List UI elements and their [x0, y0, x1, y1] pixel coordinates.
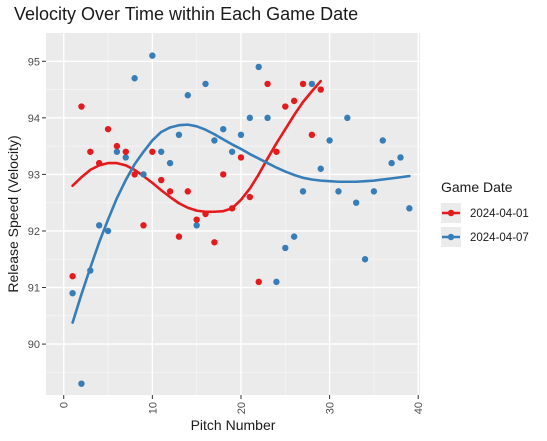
data-point-series-1 [113, 142, 121, 150]
data-point-series-2 [299, 188, 307, 195]
data-point-series-1 [273, 148, 280, 155]
data-point-series-2 [184, 92, 191, 99]
x-axis-title: Pitch Number [191, 417, 276, 433]
data-point-series-1 [290, 97, 298, 105]
data-point-series-1 [220, 171, 227, 178]
data-point-series-1 [95, 159, 103, 167]
data-point-series-2 [255, 63, 262, 71]
legend-key-point [447, 233, 455, 241]
data-point-series-2 [202, 80, 209, 88]
trend-lines [71, 79, 411, 324]
x-tick-label: 30 [325, 402, 337, 414]
y-tick-label: 92 [28, 226, 40, 238]
data-points [69, 52, 413, 387]
x-tick-labels: 0 10 20 30 40 [59, 402, 426, 414]
data-point-series-1 [299, 80, 307, 88]
data-point-series-2 [140, 171, 147, 178]
data-point-series-1 [202, 210, 209, 218]
data-point-series-2 [113, 148, 121, 155]
data-point-series-1 [140, 222, 147, 229]
legend-label: 2024-04-07 [470, 232, 529, 244]
data-point-series-1 [184, 188, 191, 195]
data-point-series-1 [317, 86, 324, 93]
data-point-series-2 [308, 80, 316, 88]
y-tick-label: 95 [28, 56, 40, 68]
data-point-series-1 [69, 273, 76, 280]
data-point-series-2 [370, 188, 378, 195]
data-point-series-2 [131, 75, 138, 82]
data-point-series-2 [282, 244, 289, 252]
y-tick-label: 93 [28, 169, 40, 181]
data-point-series-2 [326, 137, 333, 144]
data-point-series-2 [361, 256, 369, 263]
legend-label: 2024-04-01 [470, 208, 529, 220]
data-point-series-1 [158, 176, 165, 184]
trend-line-series-2 [71, 123, 411, 324]
data-point-series-2 [237, 131, 245, 139]
x-tick-label: 20 [236, 402, 248, 414]
data-point-series-2 [122, 154, 129, 161]
y-tick-label: 94 [28, 113, 40, 125]
data-point-series-2 [78, 380, 85, 387]
plot-panel [46, 33, 420, 395]
legend-title: Game Date [441, 179, 513, 195]
data-point-series-1 [237, 154, 245, 161]
data-point-series-2 [211, 137, 218, 144]
data-point-series-2 [95, 222, 103, 229]
data-point-series-2 [379, 137, 386, 144]
data-point-series-2 [388, 159, 395, 167]
data-point-series-1 [78, 103, 85, 110]
data-point-series-2 [104, 227, 112, 235]
data-point-series-2 [397, 154, 404, 161]
data-point-series-2 [149, 52, 156, 59]
data-point-series-1 [122, 148, 129, 155]
data-point-series-2 [166, 159, 174, 167]
data-point-series-1 [166, 188, 174, 195]
data-point-series-1 [131, 171, 138, 178]
data-point-series-2 [69, 289, 76, 297]
data-point-series-2 [87, 267, 94, 274]
data-point-series-2 [352, 199, 360, 206]
y-tick-labels: 90 91 92 93 94 95 [28, 56, 40, 351]
y-axis-title: Release Speed (Velocity) [5, 135, 21, 292]
axis-ticks [42, 60, 419, 399]
data-point-series-2 [317, 165, 324, 172]
data-point-series-1 [246, 193, 254, 201]
chart-title: Velocity Over Time within Each Game Date [14, 4, 359, 24]
y-tick-label: 91 [28, 283, 40, 295]
data-point-series-1 [175, 233, 183, 240]
data-point-series-2 [264, 114, 271, 122]
data-point-series-2 [273, 278, 280, 286]
data-point-series-1 [211, 239, 218, 246]
data-point-series-1 [255, 278, 262, 286]
trend-line-series-1 [71, 79, 323, 214]
data-point-series-2 [220, 125, 227, 133]
major-gridlines [46, 33, 420, 395]
data-point-series-2 [335, 188, 342, 195]
data-point-series-1 [308, 131, 316, 139]
data-point-series-1 [264, 80, 271, 88]
data-point-series-1 [228, 205, 236, 212]
data-point-series-2 [158, 148, 165, 155]
legend: Game Date 2024-04-01 2024-04-07 [441, 179, 529, 247]
data-point-series-2 [175, 131, 183, 139]
data-point-series-2 [344, 114, 351, 122]
data-point-series-1 [87, 148, 94, 155]
data-point-series-1 [193, 216, 200, 223]
data-point-series-1 [149, 148, 156, 155]
data-point-series-1 [104, 125, 112, 133]
data-point-series-1 [282, 103, 289, 110]
data-point-series-2 [246, 114, 254, 122]
x-tick-label: 0 [59, 402, 71, 408]
data-point-series-2 [290, 233, 298, 240]
data-point-series-2 [193, 222, 200, 229]
data-point-series-2 [406, 205, 413, 212]
legend-key-point [447, 209, 455, 217]
x-tick-label: 40 [413, 402, 425, 414]
data-point-series-2 [228, 148, 236, 155]
x-tick-label: 10 [147, 402, 159, 414]
y-tick-label: 90 [28, 339, 40, 351]
